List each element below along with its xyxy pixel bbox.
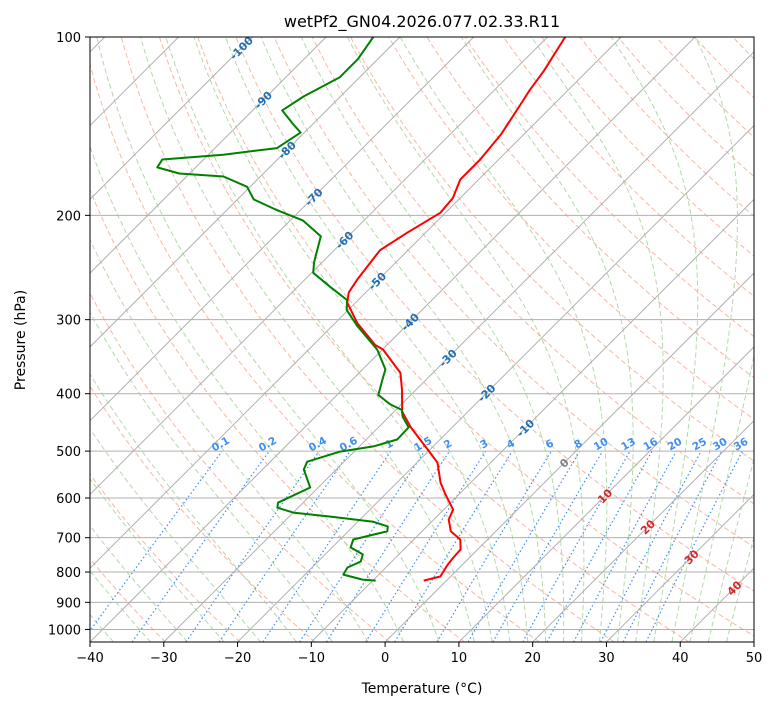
x-tick-label: −10 xyxy=(298,651,325,666)
moist-adiabat-line xyxy=(727,37,775,642)
dry-adiabat-line xyxy=(540,35,775,642)
isotherm-line xyxy=(0,37,400,642)
x-tick-label: 50 xyxy=(746,651,763,666)
moist-adiabat-line xyxy=(194,37,510,642)
y-tick-label: 800 xyxy=(56,566,81,581)
dry-adiabat-line xyxy=(159,35,689,642)
isotherm-line xyxy=(164,37,769,642)
mixing-ratio-line xyxy=(523,452,630,642)
dry-adiabat-line xyxy=(0,35,240,642)
dry-adiabat-line xyxy=(426,35,775,642)
isotherm-line xyxy=(0,37,326,642)
mixing-ratio-label: 4 xyxy=(505,437,517,451)
x-tick-label: 0 xyxy=(381,651,389,666)
y-tick-label: 100 xyxy=(56,31,81,46)
dry-adiabat-line xyxy=(731,35,775,642)
isotherm-line xyxy=(533,37,775,642)
y-tick-label: 400 xyxy=(56,388,81,403)
mixing-ratio-line xyxy=(326,452,449,642)
x-axis-label: Temperature (°C) xyxy=(361,681,483,697)
dry-adiabat-line xyxy=(311,35,775,642)
moist-adiabat-line xyxy=(226,37,528,642)
x-tick-label: −40 xyxy=(76,651,103,666)
dewpoint-profile xyxy=(157,37,408,581)
mixing-ratio-line xyxy=(437,452,551,642)
y-tick-label: 300 xyxy=(56,314,81,329)
dry-adiabat-line xyxy=(388,35,775,642)
moist-adiabat-line xyxy=(0,37,260,642)
isotherm-line xyxy=(0,37,547,642)
isotherm-line xyxy=(754,37,775,642)
y-tick-label: 200 xyxy=(56,209,81,224)
moist-adiabat-line xyxy=(141,37,475,642)
mixing-ratio-line xyxy=(82,452,222,642)
mixing-ratio-line xyxy=(300,452,425,642)
y-tick-label: 900 xyxy=(56,596,81,611)
x-tick-label: 40 xyxy=(672,651,689,666)
dry-adiabat-line xyxy=(0,35,315,642)
moist-adiabat-line xyxy=(261,37,545,642)
y-tick-label: 500 xyxy=(56,445,81,460)
moist-adiabat-line xyxy=(690,37,775,642)
x-tick-label: 10 xyxy=(451,651,468,666)
series-lines xyxy=(157,37,565,581)
mixing-ratio-line xyxy=(547,452,652,642)
y-axis-label: Pressure (hPa) xyxy=(13,290,29,390)
moist-adiabat-line xyxy=(1,37,333,642)
mixing-ratio-label: 2 xyxy=(442,437,454,451)
moist-adiabat-line xyxy=(301,37,563,642)
y-tick-label: 700 xyxy=(56,532,81,547)
isotherm-line xyxy=(385,37,775,642)
y-tick-label: 1000 xyxy=(48,623,81,638)
x-tick-label: −20 xyxy=(224,651,251,666)
mixing-ratio-line xyxy=(623,452,721,642)
moist-adiabat-line xyxy=(461,37,633,642)
isotherm-label: -100 xyxy=(227,34,256,63)
dry-adiabat-line xyxy=(769,35,775,642)
moist-adiabat-line xyxy=(0,37,224,642)
dry-adiabat-line xyxy=(578,35,775,642)
dry-adiabat-line xyxy=(693,35,775,642)
dry-adiabat-line xyxy=(197,35,764,642)
chart-title: wetPf2_GN04.2026.077.02.33.R11 xyxy=(284,12,560,32)
dry-adiabat-line xyxy=(654,35,775,642)
x-tick-label: 30 xyxy=(598,651,615,666)
isotherm-line xyxy=(90,37,695,642)
moist-adiabat-line xyxy=(708,37,775,642)
x-tick-label: 20 xyxy=(524,651,541,666)
background-lines xyxy=(0,35,775,642)
moist-adiabat-line xyxy=(29,37,368,642)
mixing-ratio-line xyxy=(574,452,677,642)
mixing-ratio-line xyxy=(219,452,350,642)
mixing-ratio-label: 3 xyxy=(478,437,490,451)
dry-adiabat-line xyxy=(349,35,775,642)
isotherm-line xyxy=(16,37,621,642)
x-tick-label: −30 xyxy=(150,651,177,666)
isotherm-line xyxy=(0,37,252,642)
y-tick-label: 600 xyxy=(56,492,81,507)
moist-adiabat-line xyxy=(400,37,607,642)
